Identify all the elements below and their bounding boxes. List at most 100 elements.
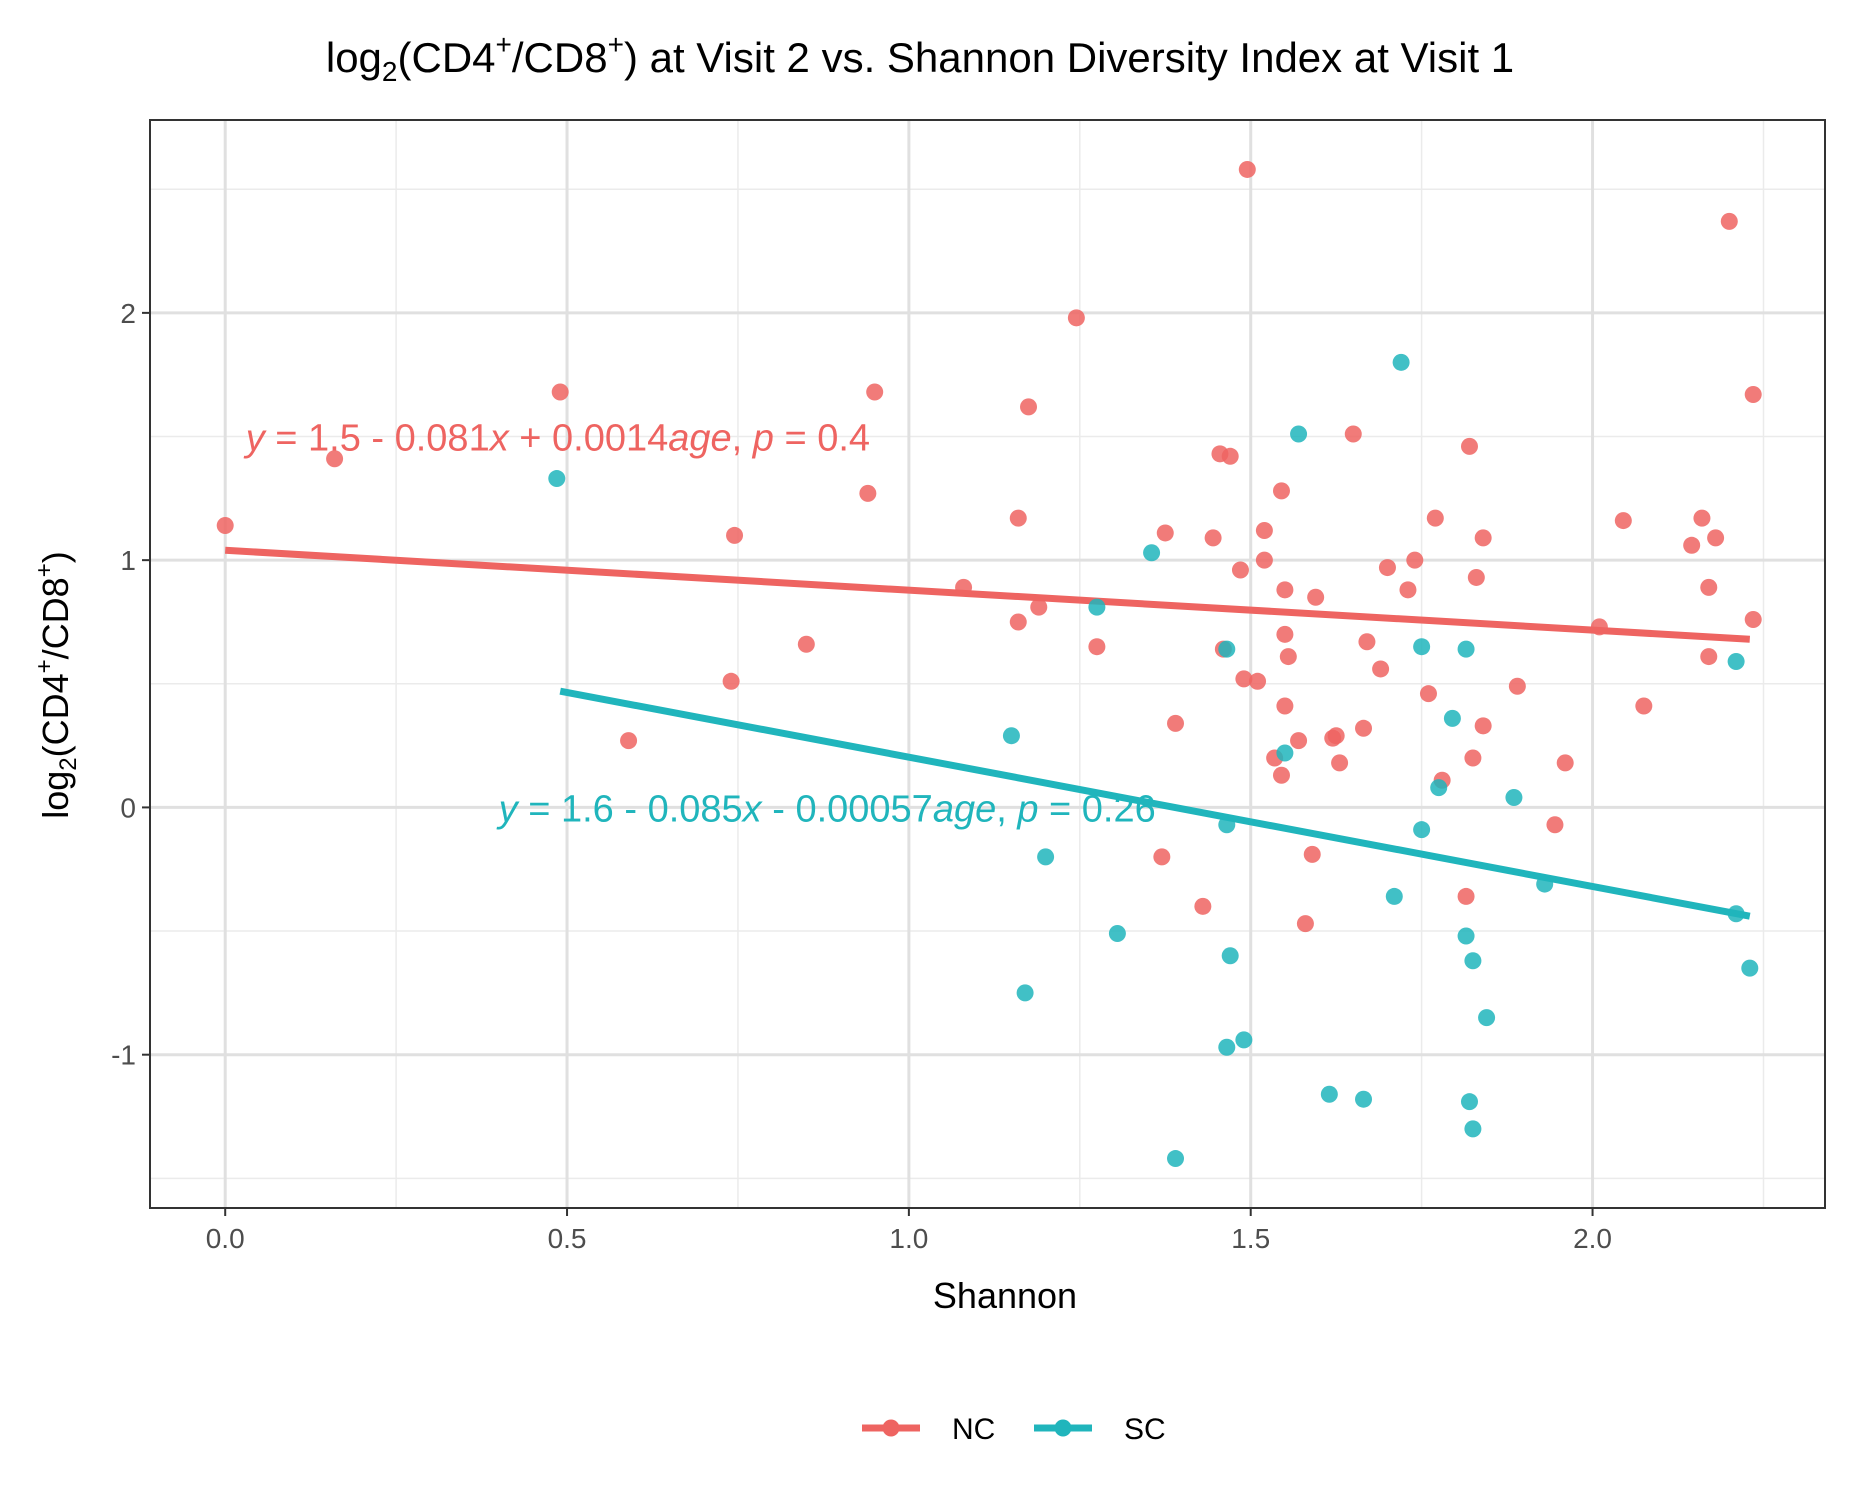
point-sc xyxy=(1143,544,1161,562)
point-nc xyxy=(1358,633,1376,651)
x-tick-label: 2.0 xyxy=(1573,1223,1612,1254)
point-sc xyxy=(1505,789,1523,807)
point-sc xyxy=(1430,779,1448,797)
point-sc xyxy=(1392,353,1410,371)
point-nc xyxy=(1590,618,1608,636)
point-nc xyxy=(1700,578,1718,596)
point-nc xyxy=(326,450,344,468)
x-tick-label: 1.0 xyxy=(889,1223,928,1254)
point-nc xyxy=(1720,212,1738,230)
point-nc xyxy=(551,383,569,401)
point-sc xyxy=(1727,905,1745,923)
point-sc xyxy=(548,470,566,488)
point-sc xyxy=(1320,1085,1338,1103)
point-nc xyxy=(1088,638,1106,656)
point-nc xyxy=(1167,714,1185,732)
point-sc xyxy=(1290,425,1308,443)
point-nc xyxy=(1276,581,1294,599)
equation-nc: y = 1.5 - 0.081x + 0.0014age, p = 0.4 xyxy=(243,418,870,460)
fit-lines xyxy=(225,546,1751,920)
point-nc xyxy=(1276,625,1294,643)
point-sc xyxy=(1457,640,1475,658)
point-nc xyxy=(1272,482,1290,500)
point-nc xyxy=(1067,309,1085,327)
point-nc xyxy=(1419,685,1437,703)
point-nc xyxy=(1020,398,1038,416)
y-tick-label: 1 xyxy=(120,545,136,576)
point-nc xyxy=(1556,754,1574,772)
point-sc xyxy=(1235,1031,1253,1049)
y-tick-label: 2 xyxy=(120,298,136,329)
y-axis-title: log2(CD4+/CD8+) xyxy=(31,551,82,818)
point-sc xyxy=(1218,816,1236,834)
x-tick-label: 0.0 xyxy=(206,1223,245,1254)
point-nc xyxy=(1303,845,1321,863)
point-sc xyxy=(1167,1150,1185,1168)
point-nc xyxy=(726,526,744,544)
point-nc xyxy=(1249,672,1267,690)
point-nc xyxy=(722,672,740,690)
point-nc xyxy=(1153,848,1171,866)
point-sc xyxy=(1221,947,1239,965)
point-nc xyxy=(1464,749,1482,767)
grid-minor xyxy=(150,120,1825,1208)
chart-title: log2(CD4+/CD8+) at Visit 2 vs. Shannon D… xyxy=(326,29,1514,87)
point-nc xyxy=(1355,719,1373,737)
point-nc xyxy=(1474,717,1492,735)
point-nc xyxy=(1683,536,1701,554)
point-sc xyxy=(1413,821,1431,839)
point-sc xyxy=(1037,848,1055,866)
point-nc xyxy=(859,484,877,502)
point-nc xyxy=(1009,509,1027,527)
point-sc xyxy=(1218,1038,1236,1056)
point-nc xyxy=(1508,677,1526,695)
point-sc xyxy=(1478,1009,1496,1027)
point-sc xyxy=(1355,1090,1373,1108)
y-tick-label: -1 xyxy=(111,1040,136,1071)
point-sc xyxy=(1016,984,1034,1002)
point-nc xyxy=(955,578,973,596)
point-sc xyxy=(1002,727,1020,745)
point-sc xyxy=(1443,709,1461,727)
point-sc xyxy=(1088,598,1106,616)
point-nc xyxy=(1635,697,1653,715)
point-nc xyxy=(1744,610,1762,628)
point-sc xyxy=(1460,1093,1478,1111)
legend-label-nc: NC xyxy=(952,1413,995,1446)
point-nc xyxy=(1030,598,1048,616)
point-nc xyxy=(1307,588,1325,606)
point-nc xyxy=(1399,581,1417,599)
point-nc xyxy=(1296,915,1314,933)
point-sc xyxy=(1385,887,1403,905)
point-nc xyxy=(620,732,638,750)
point-sc xyxy=(1536,875,1554,893)
point-nc xyxy=(1194,897,1212,915)
point-nc xyxy=(1276,697,1294,715)
point-nc xyxy=(1457,887,1475,905)
point-nc xyxy=(1279,648,1297,666)
fit-line-nc xyxy=(225,546,1750,643)
point-nc xyxy=(1156,524,1174,542)
legend-key-point-nc xyxy=(882,1419,900,1437)
point-nc xyxy=(1744,385,1762,403)
point-nc xyxy=(1204,529,1222,547)
y-axis: -1 0 1 2 xyxy=(111,298,150,1071)
point-nc xyxy=(216,517,234,535)
point-sc xyxy=(1413,638,1431,656)
point-sc xyxy=(1218,640,1236,658)
equation-sc: y = 1.6 - 0.085x - 0.00057age, p = 0.26 xyxy=(496,788,1156,830)
point-sc xyxy=(1741,959,1759,977)
point-sc xyxy=(1108,925,1126,943)
panel-border xyxy=(149,119,1826,1209)
point-sc xyxy=(1464,952,1482,970)
point-sc xyxy=(1727,653,1745,671)
grid-major xyxy=(150,120,1825,1208)
point-nc xyxy=(1614,512,1632,530)
point-nc xyxy=(1231,561,1249,579)
point-nc xyxy=(1406,551,1424,569)
x-axis-title: Shannon xyxy=(933,1275,1077,1316)
point-sc xyxy=(1276,744,1294,762)
x-tick-label: 1.5 xyxy=(1231,1223,1270,1254)
point-nc xyxy=(1546,816,1564,834)
